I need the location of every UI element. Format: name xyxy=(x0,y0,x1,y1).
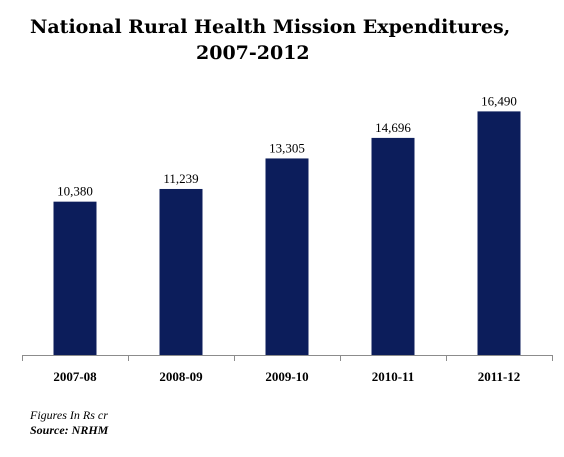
x-tick-label-2010-11: 2010-11 xyxy=(372,369,415,384)
data-label-2007-08: 10,380 xyxy=(57,184,93,199)
bar-2009-10 xyxy=(265,158,309,355)
x-tick-label-2008-09: 2008-09 xyxy=(159,369,203,384)
bar-2010-11 xyxy=(371,137,415,355)
bar-2008-09 xyxy=(159,188,203,355)
x-tick-label-2011-12: 2011-12 xyxy=(478,369,521,384)
figures-note: Figures In Rs cr xyxy=(30,408,108,422)
data-label-2011-12: 16,490 xyxy=(481,93,517,108)
bar-2011-12 xyxy=(477,111,521,355)
x-tick-label-2009-10: 2009-10 xyxy=(265,369,308,384)
x-tick-label-2007-08: 2007-08 xyxy=(53,369,97,384)
data-label-2010-11: 14,696 xyxy=(375,120,411,135)
data-label-2008-09: 11,239 xyxy=(163,171,198,186)
chart-title-line-1: National Rural Health Mission Expenditur… xyxy=(30,16,511,38)
data-label-2009-10: 13,305 xyxy=(269,140,305,155)
source-note: Source: NRHM xyxy=(30,423,109,437)
bar-2007-08 xyxy=(53,201,97,355)
chart-title-line-2: 2007-2012 xyxy=(196,42,310,64)
